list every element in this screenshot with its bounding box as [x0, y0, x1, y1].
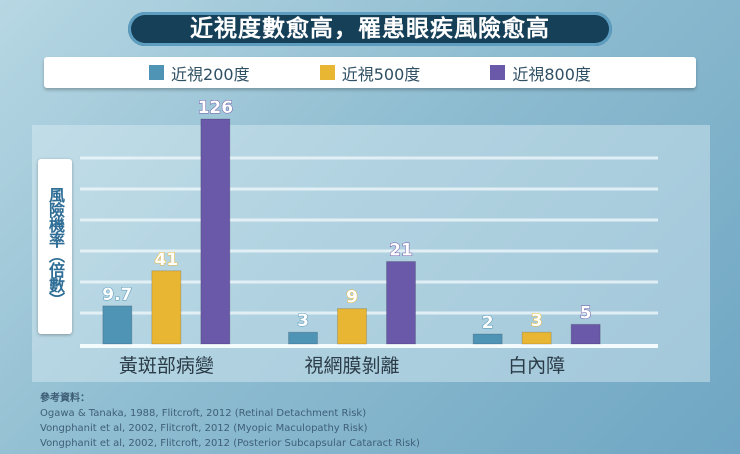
bar	[521, 331, 552, 345]
legend-swatch	[149, 65, 165, 80]
data-label: 3	[531, 311, 543, 331]
data-label: 9	[346, 288, 358, 308]
reference-item: Ogawa & Tanaka, 1988, Flitcroft, 2012 (R…	[40, 408, 367, 419]
bar	[337, 308, 367, 345]
legend-item-200: 近視200度	[149, 61, 250, 85]
x-tick-label: 視網膜剝離	[304, 355, 399, 377]
data-label: 126	[198, 98, 234, 118]
bar	[472, 333, 503, 345]
legend-item-800: 近視800度	[490, 61, 591, 85]
bar	[200, 118, 231, 345]
legend: 近視200度 近視500度 近視800度	[44, 57, 696, 88]
reference-item: Vongphanit et al, 2002, Flitcroft, 2012 …	[40, 423, 368, 434]
chart-title: 近視度數愈高，罹患眼疾風險愈高	[128, 12, 612, 46]
reference-item: Vongphanit et al, 2002, Flitcroft, 2012 …	[40, 438, 420, 449]
legend-swatch	[490, 65, 506, 80]
data-label: 2	[482, 313, 494, 333]
data-label: 21	[389, 241, 413, 261]
bar	[102, 305, 133, 345]
legend-label: 近視500度	[341, 64, 421, 84]
x-tick-label: 黃斑部病變	[119, 355, 214, 377]
legend-label: 近視200度	[171, 64, 250, 84]
legend-label: 近視800度	[512, 64, 591, 84]
data-label: 5	[580, 303, 592, 323]
legend-swatch	[319, 65, 335, 80]
data-label: 41	[154, 250, 178, 270]
bar	[386, 261, 416, 345]
bar	[151, 270, 182, 345]
bar	[288, 331, 318, 345]
bar	[570, 323, 601, 345]
references: 參考資料： Ogawa & Tanaka, 1988, Flitcroft, 2…	[40, 391, 420, 451]
y-axis-label: 風險機率（倍數）	[38, 159, 72, 334]
legend-item-500: 近視500度	[319, 61, 421, 85]
x-tick-label: 白內障	[508, 355, 565, 377]
data-label: 9.7	[102, 285, 132, 305]
data-label: 3	[297, 311, 309, 331]
references-heading: 參考資料：	[40, 393, 90, 404]
